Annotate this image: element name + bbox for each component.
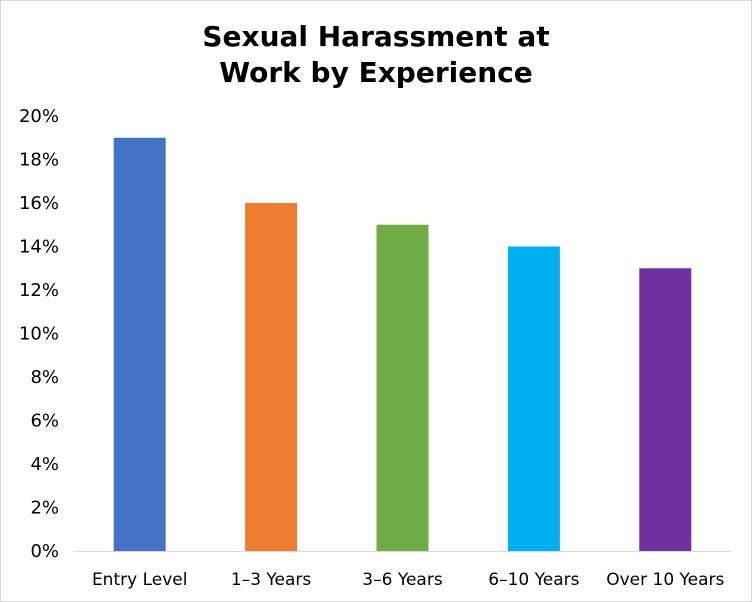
y-tick-label: 14% (19, 237, 59, 258)
y-tick-label: 10% (19, 324, 59, 345)
x-category-label: 6–10 Years (488, 570, 579, 590)
chart-title-line-2: Work by Experience (219, 56, 533, 89)
x-category-label: Entry Level (92, 570, 188, 590)
bar-1 (113, 137, 166, 551)
y-tick-label: 12% (19, 280, 59, 301)
chart-title-line-1: Sexual Harassment at (202, 20, 550, 53)
y-tick-label: 0% (30, 541, 59, 562)
bar-4 (507, 246, 560, 551)
bar-5 (639, 268, 692, 551)
x-category-label: 1–3 Years (231, 570, 312, 590)
y-tick-label: 2% (30, 498, 59, 519)
y-tick-label: 4% (30, 454, 59, 475)
y-tick-label: 20% (19, 106, 59, 127)
x-category-label: 3–6 Years (362, 570, 443, 590)
y-tick-label: 6% (30, 411, 59, 432)
y-tick-label: 8% (30, 367, 59, 388)
x-category-label: Over 10 Years (606, 570, 724, 590)
chart-title: Sexual Harassment at Work by Experience (1, 19, 751, 91)
bar-2 (245, 203, 298, 551)
bar-3 (376, 224, 429, 551)
y-tick-label: 18% (19, 150, 59, 171)
y-tick-label: 16% (19, 193, 59, 214)
